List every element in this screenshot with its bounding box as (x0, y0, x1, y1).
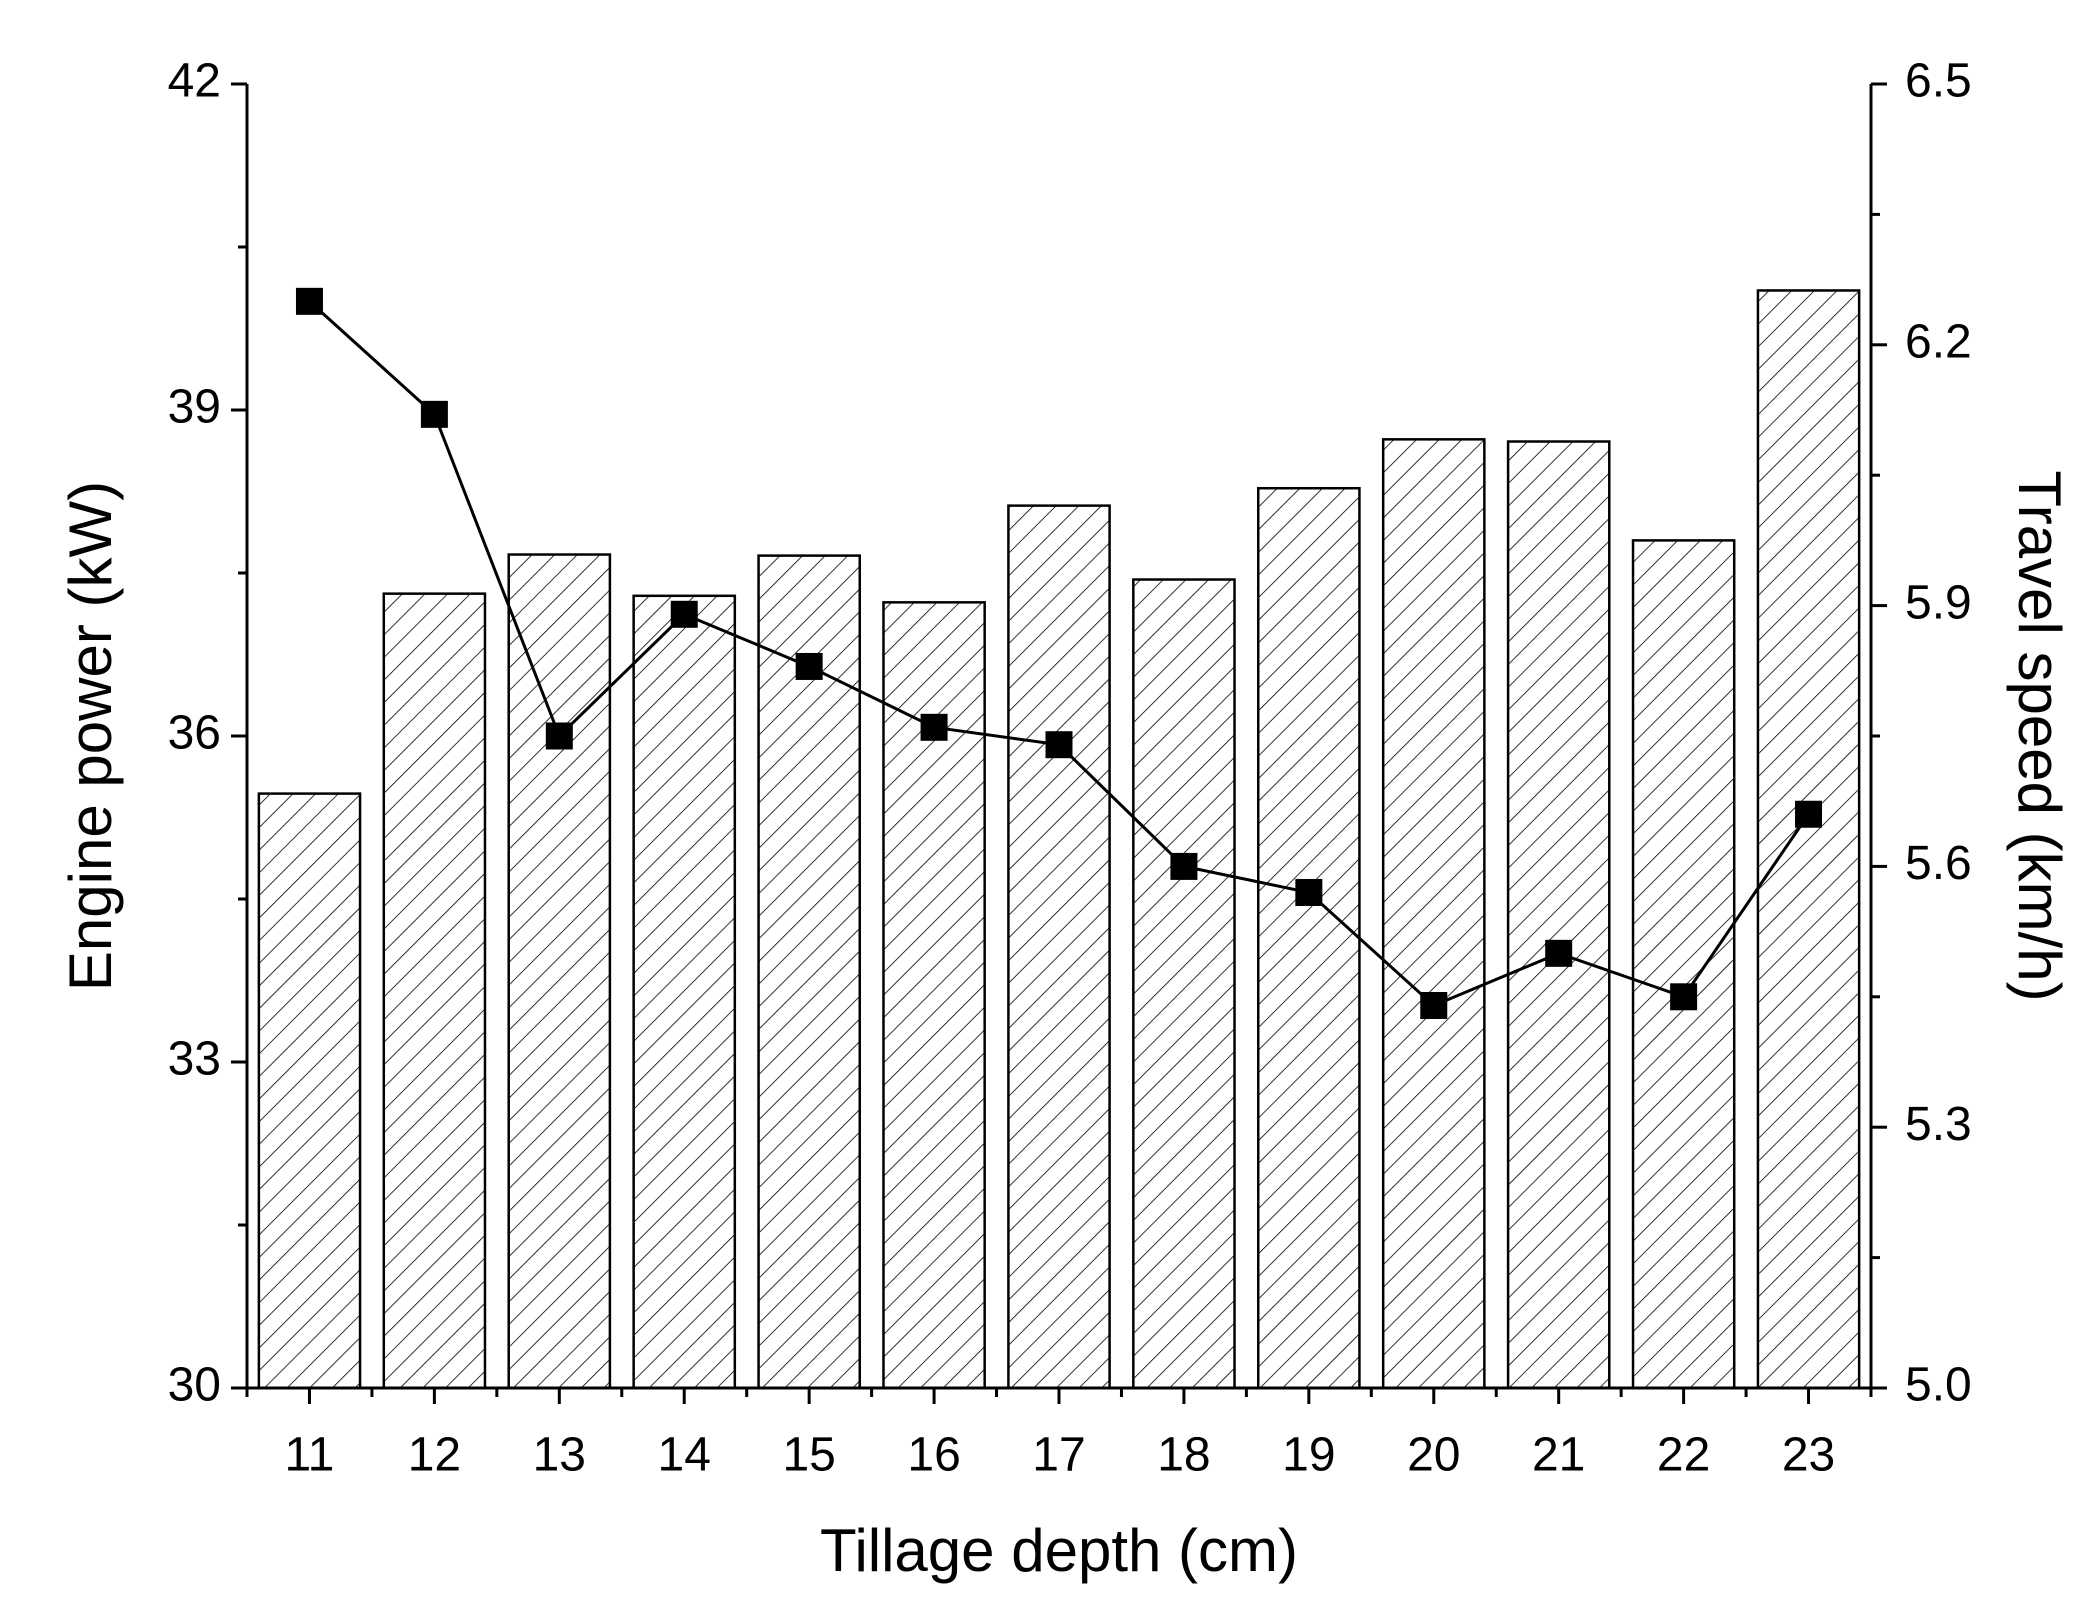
bar (1007, 504, 1111, 1390)
bar (1506, 440, 1611, 1390)
y2-tick-label: 5.6 (1905, 837, 1972, 890)
y-tick-label: 42 (168, 55, 221, 108)
marker (1670, 983, 1698, 1011)
marker (795, 652, 823, 680)
y2-tick-label: 5.0 (1905, 1359, 1972, 1412)
y-tick-label: 39 (168, 381, 221, 434)
x-tick-label: 17 (1032, 1429, 1085, 1482)
marker (420, 400, 448, 428)
marker (1045, 731, 1073, 759)
y-tick-label: 36 (168, 707, 221, 760)
bar (507, 553, 612, 1390)
marker (1420, 991, 1448, 1019)
marker (1295, 878, 1323, 906)
x-tick-label: 20 (1407, 1429, 1460, 1482)
x-tick-label: 19 (1282, 1429, 1335, 1482)
y-tick-label: 33 (168, 1033, 221, 1086)
y-tick-label: 30 (168, 1359, 221, 1412)
x-tick-label: 13 (533, 1429, 586, 1482)
x-tick-label: 22 (1657, 1429, 1710, 1482)
y-axis-title: Engine power (kW) (57, 481, 124, 991)
x-tick-label: 23 (1782, 1429, 1835, 1482)
bar (1631, 539, 1736, 1390)
x-tick-label: 18 (1157, 1429, 1210, 1482)
marker (1170, 852, 1198, 880)
marker (545, 722, 573, 750)
bar (1381, 438, 1486, 1390)
y2-axis-title: Travel speed (km/h) (2006, 470, 2073, 1001)
bar (632, 594, 737, 1390)
x-tick-label: 16 (907, 1429, 960, 1482)
x-tick-label: 11 (285, 1429, 335, 1482)
x-tick-label: 21 (1532, 1429, 1585, 1482)
x-tick-label: 15 (782, 1429, 835, 1482)
x-tick-label: 12 (408, 1429, 461, 1482)
marker (920, 713, 948, 741)
bar (1132, 578, 1236, 1390)
y2-tick-label: 5.3 (1905, 1098, 1972, 1151)
marker (295, 287, 323, 315)
y2-tick-label: 5.9 (1905, 576, 1972, 629)
bar (1756, 289, 1861, 1390)
y2-tick-label: 6.5 (1905, 55, 1972, 108)
y2-tick-label: 6.2 (1905, 315, 1972, 368)
bar (1257, 486, 1361, 1390)
marker (670, 600, 698, 628)
x-axis-title: Tillage depth (cm) (820, 1517, 1298, 1584)
marker (1545, 939, 1573, 967)
bar (382, 592, 487, 1390)
x-tick-label: 14 (658, 1429, 711, 1482)
bar (757, 554, 861, 1390)
bar (257, 792, 362, 1390)
marker (1795, 800, 1823, 828)
